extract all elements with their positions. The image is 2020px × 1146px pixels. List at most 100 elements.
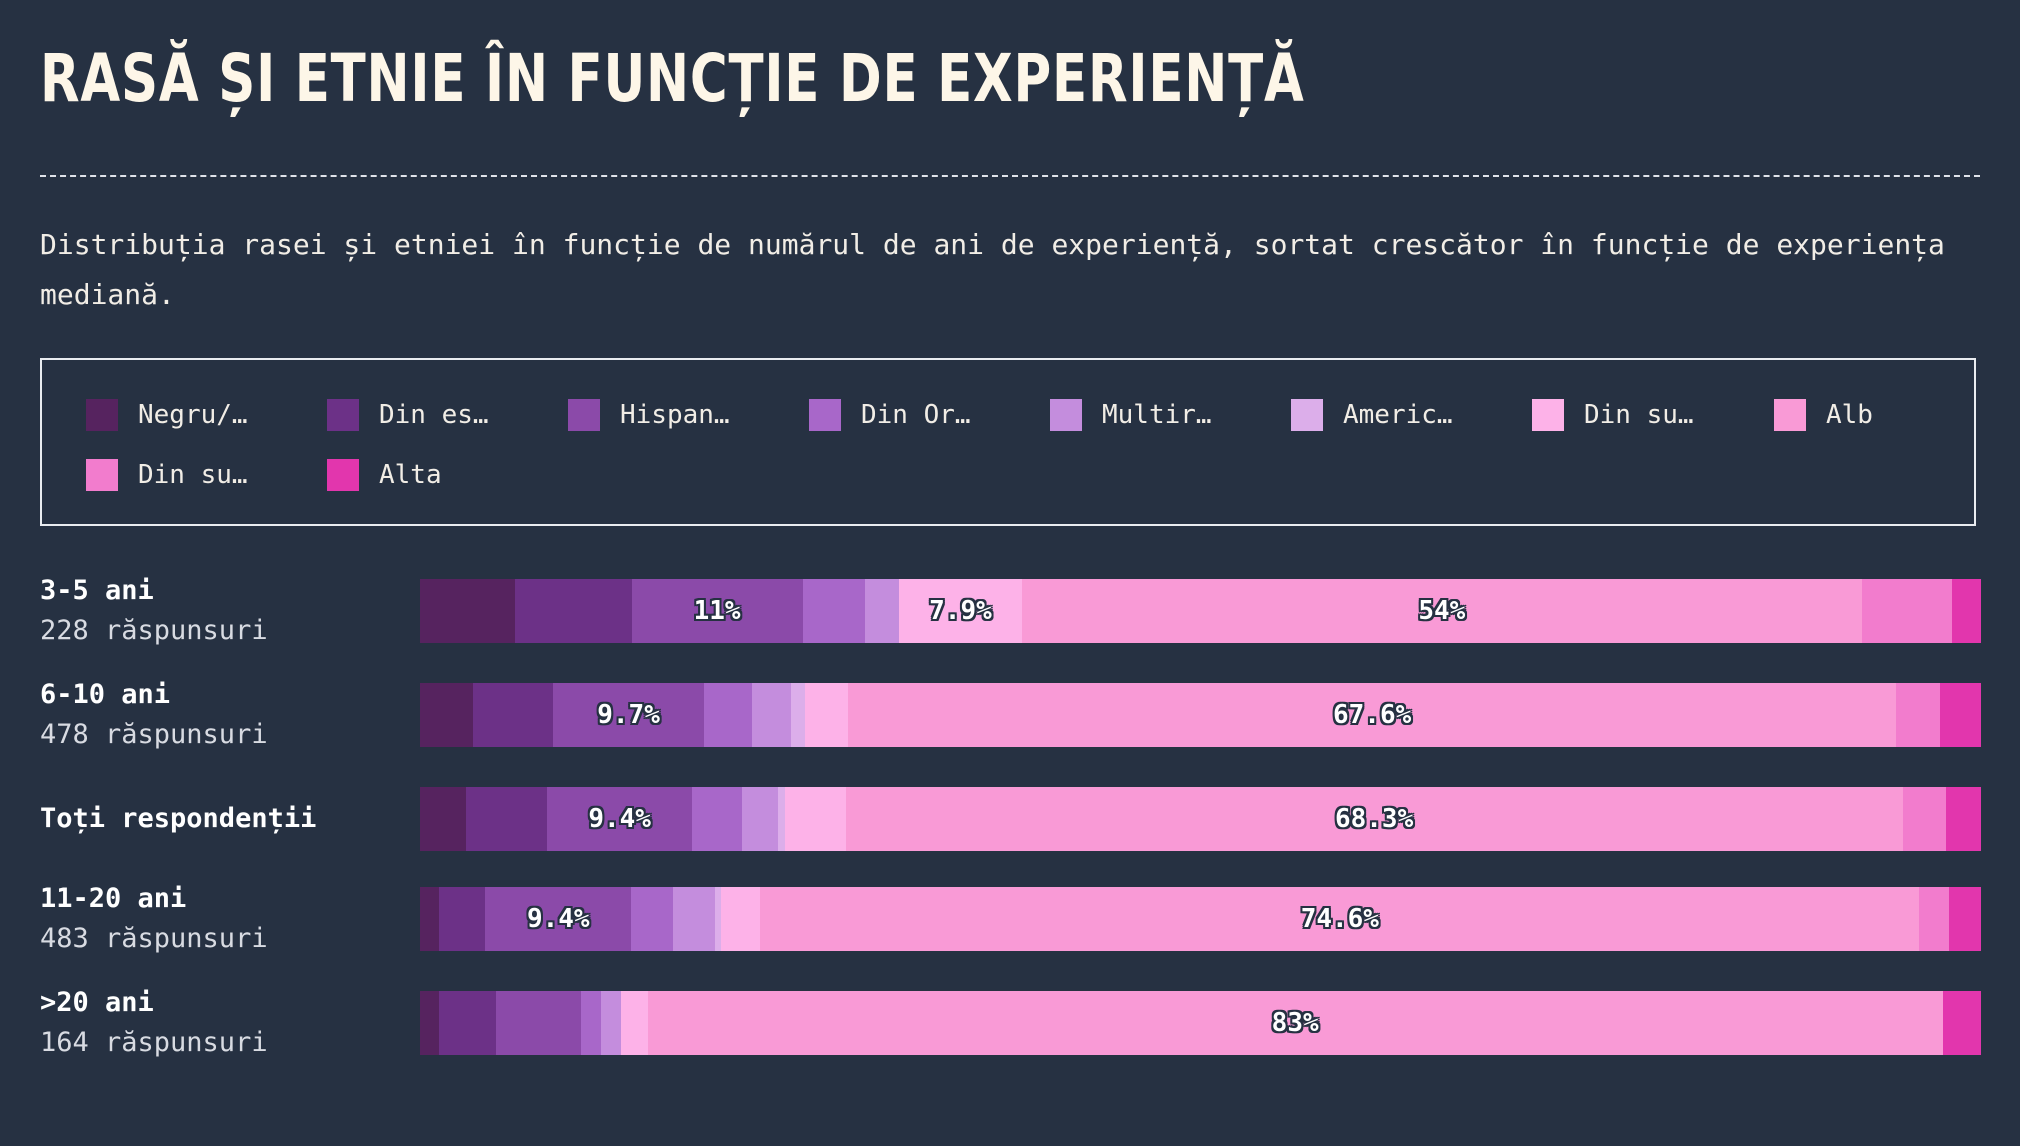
legend-item[interactable]: Americ… [1291,398,1453,432]
bar-segment[interactable] [864,579,900,643]
legend-item[interactable]: Multir… [1050,398,1212,432]
bar-segment[interactable] [485,887,632,951]
legend-item[interactable]: Din su… [86,458,248,492]
bar-segment[interactable] [673,887,716,951]
legend-label: Americ… [1343,400,1453,430]
legend-label: Din su… [138,460,248,490]
bar-segment[interactable] [790,683,806,747]
bar-segment[interactable] [1939,683,1981,747]
data-label: 9.4% [526,904,590,934]
legend-swatch [327,459,359,491]
stacked-bar: 83% [420,991,1981,1055]
bar-segment[interactable] [899,579,1023,643]
bar-segment[interactable] [760,887,1920,951]
bar-segment[interactable] [438,991,498,1055]
bar-segment[interactable] [631,887,674,951]
legend-swatch [1050,399,1082,431]
data-label: 83% [1271,1008,1319,1038]
legend-label: Din su… [1584,400,1694,430]
row-name: 6-10 ani [40,679,171,710]
bar-segment[interactable] [420,887,440,951]
data-label: 74.6% [1300,904,1379,934]
bar-segment[interactable] [721,887,761,951]
bar-segment[interactable] [600,991,622,1055]
bar-segment[interactable] [777,787,786,851]
bar-segment[interactable] [553,683,705,747]
bar-segment[interactable] [715,887,723,951]
legend-swatch [1774,399,1806,431]
bar-segment[interactable] [692,787,743,851]
bar-segment[interactable] [1021,579,1863,643]
row-response-count: 478 răspunsuri [40,719,268,750]
bar-segment[interactable] [546,787,693,851]
row-label: Toți respondenții [40,799,400,839]
bar-segment[interactable] [1861,579,1953,643]
row-label: 11-20 ani 483 răspunsuri [40,879,400,959]
bar-segment[interactable] [1952,579,1981,643]
bar-segment[interactable] [580,991,602,1055]
legend-label: Hispan… [620,400,730,430]
data-label: 11% [693,596,741,626]
legend-item[interactable]: Negru/… [86,398,248,432]
bar-segment[interactable] [703,683,753,747]
row-name: 11-20 ani [40,883,187,914]
row-response-count: 483 răspunsuri [40,923,268,954]
legend-label: Din Or… [861,400,971,430]
bar-segment[interactable] [1948,887,1981,951]
legend-label: Multir… [1102,400,1212,430]
legend: Negru/… Din es… Hispan… Din Or… Multir… Ameri… [40,358,1976,526]
bar-segment[interactable] [496,991,582,1055]
bar-segment[interactable] [420,683,474,747]
bar-segment[interactable] [420,579,516,643]
row-name: >20 ani [40,987,154,1018]
bar-segment[interactable] [785,787,847,851]
legend-item[interactable]: Din Or… [809,398,971,432]
stacked-bar: 11% 7.9% 54% [420,579,1981,643]
legend-item[interactable]: Din es… [327,398,489,432]
bar-segment[interactable] [631,579,804,643]
legend-swatch [327,399,359,431]
bar-segment[interactable] [1945,787,1981,851]
row-label: >20 ani 164 răspunsuri [40,983,400,1063]
stacked-bar: 9.7% 67.6% [420,683,1981,747]
data-label: 9.7% [597,700,660,730]
bar-segment[interactable] [847,683,1897,747]
data-label: 67.6% [1332,700,1412,730]
legend-swatch [86,459,118,491]
bar-segment[interactable] [420,787,468,851]
data-label: 54% [1418,596,1466,626]
bar-segment[interactable] [1902,787,1947,851]
bar-segment[interactable] [438,887,486,951]
legend-item[interactable]: Din su… [1532,398,1694,432]
legend-swatch [1532,399,1564,431]
legend-item[interactable]: Alb [1774,398,1873,432]
bar-segment[interactable] [802,579,866,643]
bar-segment[interactable] [1942,991,1981,1055]
bar-segment[interactable] [1896,683,1941,747]
legend-item[interactable]: Hispan… [568,398,730,432]
bar-segment[interactable] [621,991,649,1055]
bar-segment[interactable] [514,579,633,643]
row-response-count: 164 răspunsuri [40,1027,268,1058]
legend-item[interactable]: Alta [327,458,442,492]
bar-segment[interactable] [420,991,440,1055]
row-label: 3-5 ani 228 răspunsuri [40,571,400,651]
bar-segment[interactable] [751,683,792,747]
legend-label: Negru/… [138,400,248,430]
bar-segment[interactable] [1919,887,1950,951]
bar-segment[interactable] [466,787,548,851]
bar-segment[interactable] [472,683,554,747]
bar-segment[interactable] [845,787,1904,851]
row-name: 3-5 ani [40,575,154,606]
bar-segment[interactable] [647,991,1944,1055]
row-name: Toți respondenții [40,803,317,834]
bar-segment[interactable] [741,787,779,851]
stacked-bar: 9.4% 68.3% [420,787,1981,851]
stacked-bar: 9.4% 74.6% [420,887,1981,951]
data-label: 9.4% [588,804,651,834]
chart-title: RASĂ ȘI ETNIE ÎN FUNCȚIE DE EXPERIENȚĂ [40,40,1305,117]
title-divider [40,175,1980,177]
bar-segment[interactable] [804,683,849,747]
legend-swatch [809,399,841,431]
legend-swatch [86,399,118,431]
